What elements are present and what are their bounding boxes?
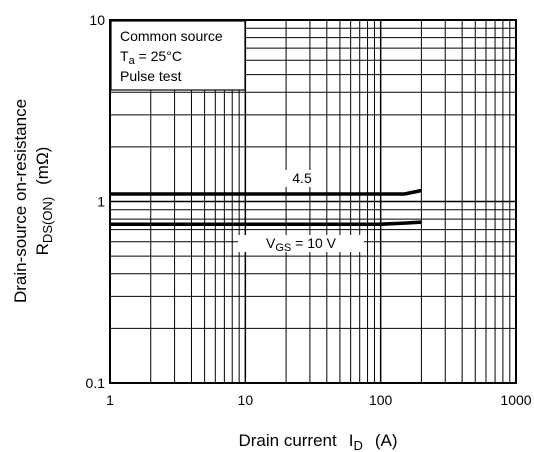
y-tick-label: 1 bbox=[97, 194, 105, 210]
condition-temperature: Ta = 25°C bbox=[120, 48, 182, 67]
x-tick-label: 10 bbox=[238, 392, 254, 408]
x-tick-label: 1000 bbox=[500, 392, 531, 408]
curve-label-vgs-10v: VGS = 10 V bbox=[238, 235, 364, 254]
y-tick-label: 0.1 bbox=[86, 375, 106, 391]
y-axis-label-line2: RDS(ON)(mΩ) bbox=[33, 147, 55, 256]
series-curves bbox=[110, 188, 422, 226]
plot-frame bbox=[109, 19, 517, 384]
y-tick-label: 10 bbox=[89, 12, 105, 28]
conditions-legend: Common source Ta = 25°C Pulse test bbox=[110, 20, 246, 91]
y-axis-label: Drain-source on-resistance RDS(ON)(mΩ) bbox=[11, 99, 55, 303]
conditions-box bbox=[110, 20, 246, 91]
condition-common-source: Common source bbox=[120, 28, 223, 44]
y-tick-labels: 0.1 1 10 bbox=[86, 12, 106, 391]
y-axis-label-line1: Drain-source on-resistance bbox=[11, 99, 30, 303]
x-tick-label: 100 bbox=[369, 392, 393, 408]
series-label-4-5: 4.5 bbox=[292, 170, 312, 186]
x-tick-labels: 1 10 100 1000 bbox=[106, 392, 532, 408]
series-line-2 bbox=[110, 220, 422, 226]
condition-pulse-test: Pulse test bbox=[120, 68, 182, 84]
series-line-1 bbox=[110, 188, 422, 196]
x-axis-label: Drain current ID (A) bbox=[238, 431, 397, 452]
series-label-vgs-10v: VGS = 10 V bbox=[266, 235, 337, 254]
x-tick-label: 1 bbox=[106, 392, 114, 408]
curve-label-4-5: 4.5 bbox=[284, 170, 320, 187]
